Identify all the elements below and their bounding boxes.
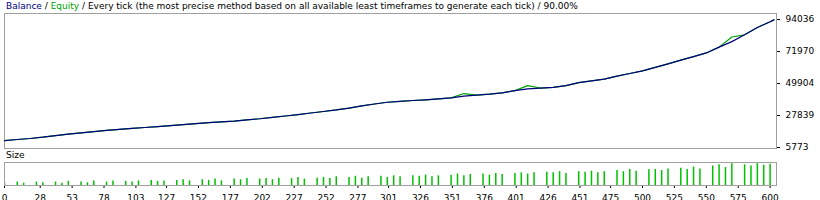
svg-text:401: 401 [508, 193, 525, 200]
svg-text:376: 376 [476, 193, 493, 200]
svg-text:227: 227 [286, 193, 303, 200]
svg-text:326: 326 [412, 193, 429, 200]
svg-text:103: 103 [127, 193, 144, 200]
svg-text:5773: 5773 [786, 142, 809, 150]
svg-text:500: 500 [634, 193, 651, 200]
svg-text:525: 525 [666, 193, 683, 200]
svg-text:127: 127 [158, 193, 175, 200]
svg-text:53: 53 [66, 193, 77, 200]
svg-text:78: 78 [98, 193, 110, 200]
svg-text:94036: 94036 [786, 14, 815, 24]
svg-text:202: 202 [254, 193, 271, 200]
svg-text:277: 277 [349, 193, 366, 200]
svg-text:351: 351 [444, 193, 461, 200]
svg-text:252: 252 [317, 193, 334, 200]
svg-text:28: 28 [35, 193, 47, 200]
svg-text:27839: 27839 [786, 110, 815, 120]
svg-text:71970: 71970 [786, 46, 815, 56]
svg-text:301: 301 [380, 193, 397, 200]
svg-text:0: 0 [2, 193, 8, 200]
svg-text:49904: 49904 [786, 78, 815, 88]
svg-text:426: 426 [539, 193, 556, 200]
svg-text:451: 451 [571, 193, 588, 200]
svg-text:575: 575 [730, 193, 747, 200]
svg-text:600: 600 [762, 193, 779, 200]
svg-text:475: 475 [602, 193, 619, 200]
html-text:Size: Size [6, 150, 25, 160]
svg-text:152: 152 [190, 193, 207, 200]
svg-text:177: 177 [222, 193, 239, 200]
svg-text:550: 550 [698, 193, 715, 200]
html-text:Balance / Equity / Every tick: Balance / Equity / Every tick (the most … [6, 1, 578, 11]
